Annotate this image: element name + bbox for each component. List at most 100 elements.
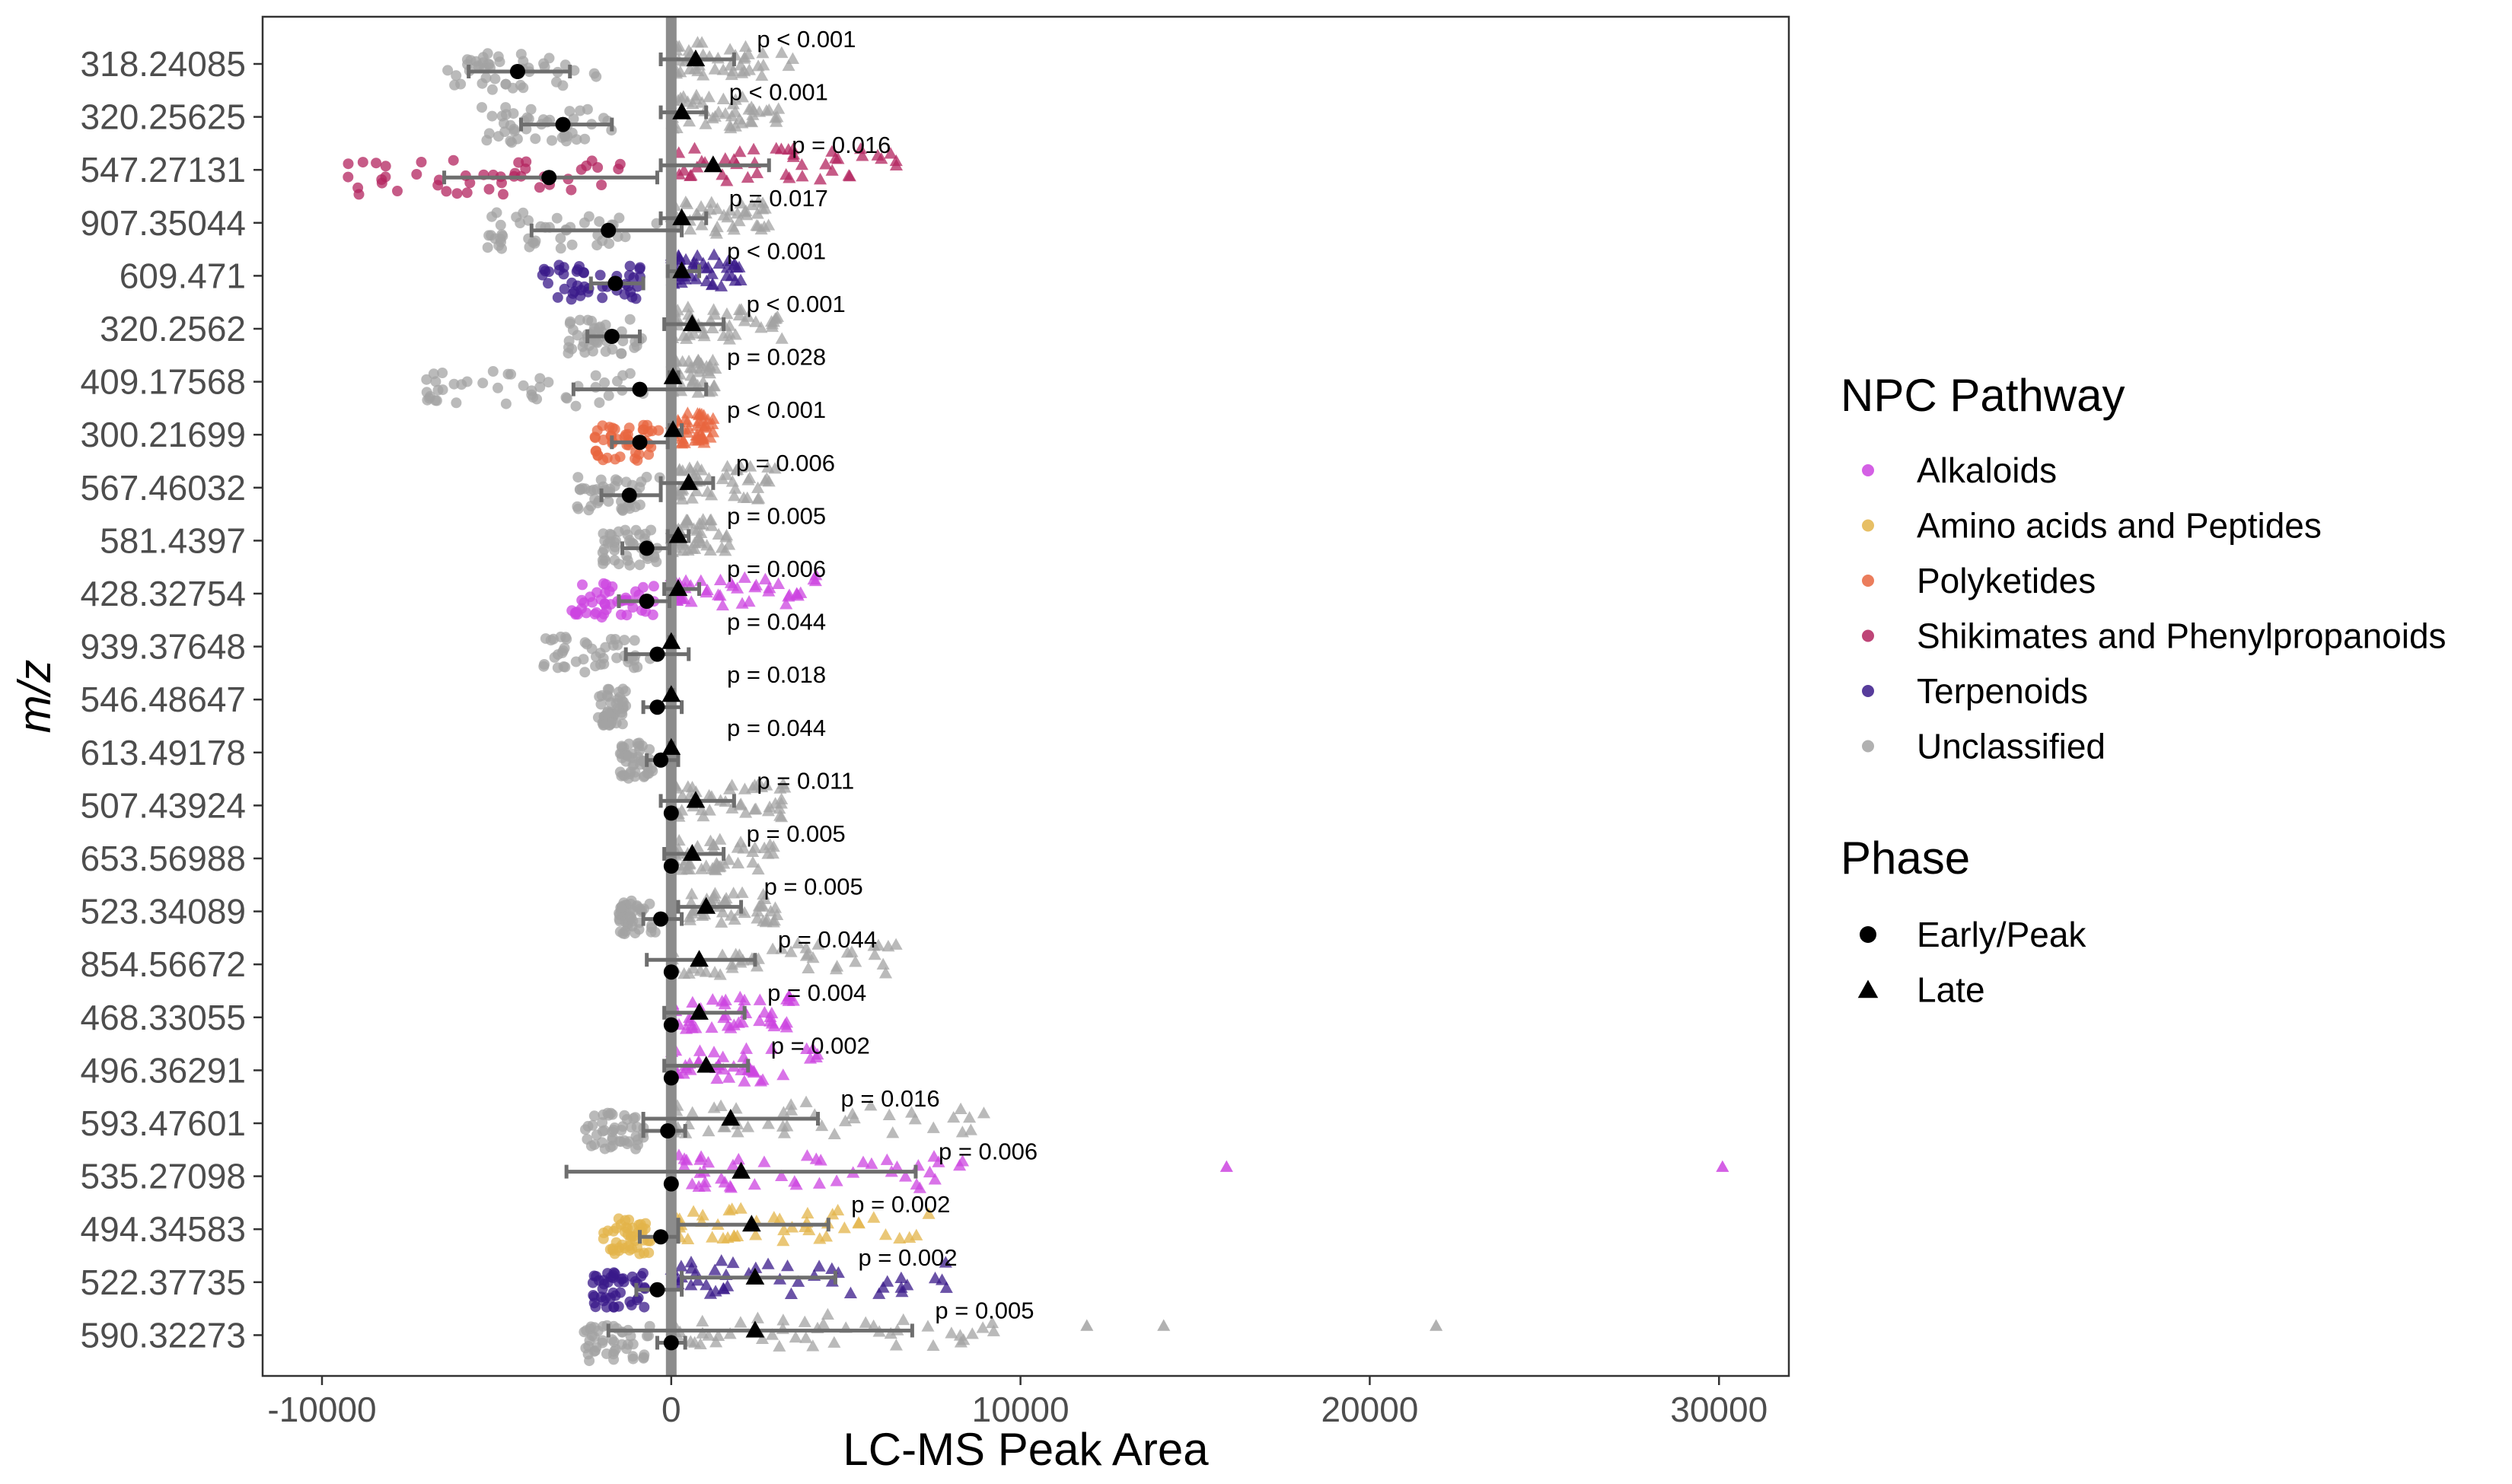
early-point	[629, 654, 640, 666]
legend-key-terpenoids	[1862, 685, 1874, 697]
late-point	[708, 1263, 722, 1275]
late-point	[715, 916, 728, 928]
late-point	[687, 142, 702, 154]
late-point	[728, 328, 742, 340]
early-point	[483, 128, 495, 139]
early-point	[579, 667, 591, 678]
early-point	[543, 278, 553, 289]
early-point	[630, 453, 641, 464]
early-point	[477, 102, 487, 113]
late-point	[886, 1126, 900, 1138]
late-point	[750, 960, 764, 972]
late-point	[703, 366, 716, 379]
late-point	[749, 1261, 763, 1273]
early-point	[569, 286, 580, 298]
early-point	[607, 422, 618, 434]
legend-key-polyketides	[1862, 575, 1874, 587]
early-point	[442, 65, 454, 76]
late-point	[674, 275, 688, 288]
legend-title-phase: Phase	[1841, 833, 1970, 884]
early-point	[595, 699, 607, 710]
early-point	[643, 449, 655, 460]
early-point	[552, 291, 563, 303]
p-value-label: p = 0.005	[935, 1297, 1034, 1323]
summary-layer	[442, 49, 918, 1351]
early-point	[605, 1142, 616, 1153]
early-point	[597, 1283, 608, 1295]
late-point	[802, 1223, 816, 1236]
late-point	[702, 1124, 716, 1137]
late-point	[719, 544, 732, 556]
late-point	[720, 307, 734, 320]
early-point	[591, 337, 603, 349]
early-point	[591, 71, 602, 82]
late-point	[830, 1174, 843, 1186]
late-point	[744, 100, 758, 113]
late-mean-marker	[672, 208, 691, 225]
p-value-label: p = 0.002	[771, 1032, 870, 1059]
early-point	[493, 382, 503, 393]
early-point	[620, 524, 631, 536]
late-point	[751, 59, 765, 72]
late-point	[741, 170, 754, 183]
late-point	[689, 272, 703, 285]
early-point	[587, 597, 598, 608]
late-mean-marker	[679, 473, 699, 490]
early-point	[582, 1120, 594, 1132]
late-point	[684, 1335, 697, 1347]
legend-label: Early/Peak	[1917, 915, 2086, 954]
late-point	[762, 584, 776, 597]
early-point	[482, 48, 493, 59]
early-point	[525, 103, 537, 115]
early-point	[627, 1339, 639, 1350]
late-point	[784, 1098, 798, 1110]
late-point	[809, 1050, 823, 1062]
late-point	[686, 995, 700, 1008]
early-point	[477, 377, 489, 389]
p-value-label: p < 0.001	[757, 26, 856, 53]
late-point	[684, 896, 698, 908]
y-tick-label: 318.24085	[81, 44, 246, 84]
late-point	[811, 938, 825, 950]
late-mean-marker	[697, 896, 716, 914]
early-point	[534, 381, 546, 393]
late-point	[711, 588, 725, 600]
early-point	[437, 368, 448, 378]
late-point	[716, 168, 729, 180]
early-point	[632, 738, 643, 749]
late-point	[697, 421, 711, 433]
late-point	[766, 846, 779, 859]
late-point	[868, 947, 881, 960]
p-value-label: p = 0.004	[767, 979, 866, 1006]
early-point	[643, 1247, 655, 1259]
late-point	[696, 517, 709, 530]
late-point	[695, 218, 709, 231]
late-point	[765, 1042, 779, 1054]
early-point	[617, 718, 628, 730]
late-mean-marker	[661, 737, 681, 755]
late-point	[884, 1326, 897, 1339]
early-point	[617, 370, 629, 381]
late-point	[859, 1316, 872, 1328]
late-point	[723, 1180, 737, 1192]
early-point	[556, 132, 568, 143]
y-tick-label: 523.34089	[81, 892, 246, 931]
late-point	[708, 307, 722, 320]
late-mean-marker	[672, 102, 691, 119]
early-point	[617, 336, 629, 347]
early-point	[625, 1330, 636, 1342]
late-point	[845, 945, 859, 957]
late-point	[746, 855, 760, 868]
early-point	[566, 343, 578, 355]
late-point	[876, 957, 890, 970]
late-mean-marker	[686, 791, 706, 808]
late-point	[741, 491, 754, 504]
late-point	[742, 594, 756, 607]
late-point	[779, 1021, 793, 1033]
late-point	[683, 913, 697, 925]
p-value-label: p = 0.028	[727, 344, 826, 371]
late-point	[725, 269, 738, 282]
late-point	[964, 1123, 977, 1135]
late-point	[799, 941, 813, 954]
early-point	[607, 1287, 619, 1298]
